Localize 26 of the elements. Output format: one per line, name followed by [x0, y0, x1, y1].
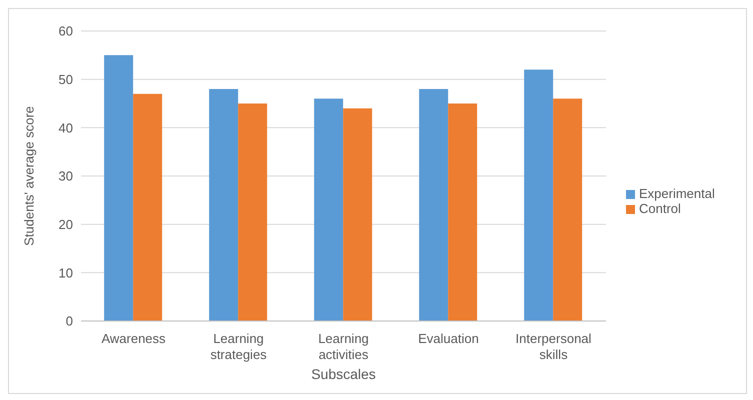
x-tick-label: Interpersonal skills	[516, 331, 592, 362]
bar	[524, 70, 554, 321]
bar	[238, 104, 268, 321]
y-tick-label: 30	[58, 168, 73, 184]
bar	[448, 104, 478, 321]
y-tick-label: 10	[58, 265, 73, 280]
legend-label: Experimental	[639, 186, 715, 201]
x-tick-label: Evaluation	[418, 331, 479, 346]
x-tick-label: Learning activities	[318, 331, 369, 362]
y-tick-label: 60	[58, 24, 73, 39]
x-axis-title: Subscales	[311, 366, 376, 382]
x-tick-label: Learning strategies	[210, 331, 268, 362]
y-tick-label: 0	[66, 314, 73, 329]
bar	[314, 98, 344, 321]
bar	[553, 98, 582, 321]
bar	[419, 89, 448, 321]
bar	[104, 55, 134, 321]
y-tick-label: 20	[58, 216, 73, 232]
bar	[209, 89, 238, 321]
y-tick-label: 40	[58, 120, 73, 136]
bar	[133, 94, 162, 321]
y-tick-label: 50	[58, 72, 73, 87]
y-axis-title: Students' average score	[22, 106, 37, 246]
x-tick-label: Awareness	[101, 331, 166, 346]
legend-label: Control	[639, 201, 681, 216]
bar	[343, 108, 372, 321]
